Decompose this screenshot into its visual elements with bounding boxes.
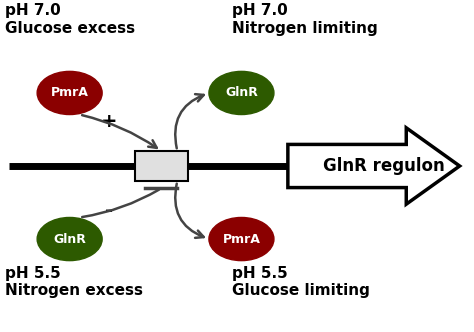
Text: pH 7.0
Nitrogen limiting: pH 7.0 Nitrogen limiting — [232, 3, 378, 36]
Text: +: + — [101, 112, 118, 131]
Text: PmrA: PmrA — [222, 232, 260, 246]
Text: -: - — [105, 201, 113, 220]
Text: GlnR: GlnR — [225, 86, 258, 100]
Ellipse shape — [209, 71, 274, 115]
Text: pH 7.0
Glucose excess: pH 7.0 Glucose excess — [5, 3, 135, 36]
Ellipse shape — [37, 71, 102, 115]
Text: PmrA: PmrA — [51, 86, 89, 100]
Ellipse shape — [37, 217, 102, 261]
Ellipse shape — [209, 217, 274, 261]
Text: pH 5.5
Nitrogen excess: pH 5.5 Nitrogen excess — [5, 266, 143, 298]
Text: pH 5.5
Glucose limiting: pH 5.5 Glucose limiting — [232, 266, 370, 298]
Text: GlnR regulon: GlnR regulon — [323, 157, 445, 175]
Text: GlnR: GlnR — [53, 232, 86, 246]
FancyBboxPatch shape — [135, 151, 188, 181]
Polygon shape — [288, 128, 460, 204]
